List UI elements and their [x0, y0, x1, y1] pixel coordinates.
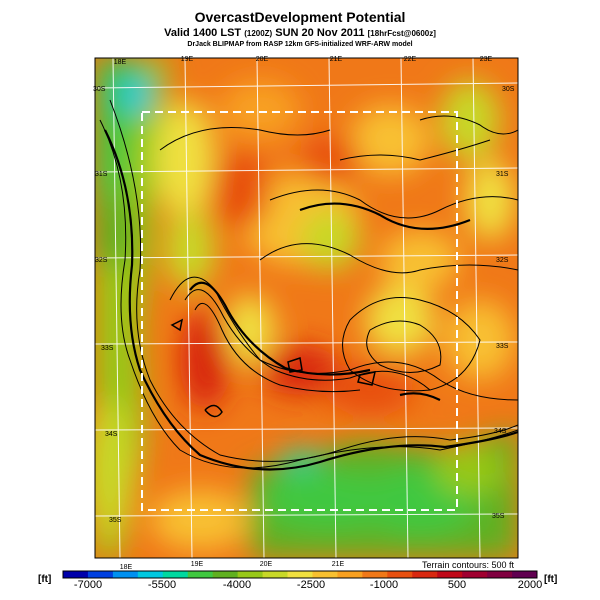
colorbar-swatch	[462, 571, 488, 578]
colorbar-swatch	[362, 571, 388, 578]
colorbar-swatch	[112, 571, 139, 578]
top-lon-label: 21E	[330, 56, 343, 63]
valid-time-line: Valid 1400 LST (1200Z) SUN 20 Nov 2011 […	[0, 27, 600, 39]
right-lat-label: 30S	[502, 86, 515, 93]
colorbar-unit-right: [ft]	[544, 574, 558, 585]
colorbar-label: 500	[447, 579, 467, 591]
bottom-lon-label: 20E	[260, 561, 273, 568]
valid-utc: (1200Z)	[244, 29, 273, 38]
bottom-lon-label: 19E	[191, 561, 204, 568]
colorbar-swatch	[412, 571, 438, 578]
right-lat-label: 32S	[496, 257, 509, 264]
top-lon-label: 20E	[256, 56, 269, 63]
top-lon-label: 22E	[404, 56, 417, 63]
colorbar-label: -5500	[147, 579, 177, 591]
colorbar-swatch	[337, 571, 363, 578]
colorbar-swatch	[87, 571, 114, 578]
colorbar-swatch	[63, 571, 89, 578]
colorbar-label: -7000	[73, 579, 103, 591]
colorbar-swatch	[262, 571, 289, 578]
top-lon-label: 19E	[181, 56, 194, 63]
top-lon-label: 18E	[114, 59, 127, 66]
left-lat-label: 35S	[109, 517, 122, 524]
bottom-lon-label: 21E	[332, 561, 345, 568]
left-lat-label: 32S	[95, 257, 108, 264]
colorbar	[62, 570, 538, 579]
terrain-contour-note: Terrain contours: 500 ft	[421, 560, 514, 570]
colorbar-label: 2000	[517, 579, 543, 591]
colorbar-swatch	[162, 571, 189, 578]
colorbar-frame	[62, 570, 538, 579]
bottom-lon-label: 18E	[120, 564, 133, 571]
left-lat-label: 33S	[101, 345, 114, 352]
right-lat-label: 35S	[492, 513, 505, 520]
colorbar-label: -1000	[369, 579, 399, 591]
colorbar-swatch	[512, 571, 538, 578]
chart-title: OvercastDevelopment Potential	[194, 9, 406, 25]
colorbar-label: -2500	[296, 579, 326, 591]
right-lat-label: 33S	[496, 343, 509, 350]
colorbar-swatch	[212, 571, 239, 578]
model-credit: DrJack BLIPMAP from RASP 12km GFS-initia…	[187, 41, 413, 48]
valid-date: SUN 20 Nov 2011	[275, 27, 365, 39]
left-lat-label: 30S	[93, 86, 106, 93]
left-lat-label: 34S	[105, 431, 118, 438]
right-lat-label: 34S	[494, 428, 507, 435]
field-shading	[95, 58, 518, 558]
colorbar-swatch	[237, 571, 264, 578]
valid-prefix: Valid 1400 LST	[164, 27, 242, 39]
colorbar-swatch	[187, 571, 214, 578]
colorbar-swatch	[312, 571, 338, 578]
colorbar-swatch	[437, 571, 463, 578]
colorbar-swatch	[387, 571, 413, 578]
colorbar-swatch	[287, 571, 313, 578]
colorbar-unit-left: [ft]	[38, 574, 52, 585]
top-lon-label: 23E	[480, 56, 493, 63]
colorbar-swatch	[487, 571, 513, 578]
left-lat-label: 31S	[95, 171, 108, 178]
forecast-tag: [18hrFcst@0600z]	[367, 29, 436, 38]
colorbar-label: -4000	[222, 579, 252, 591]
colorbar-swatch	[137, 571, 164, 578]
right-lat-label: 31S	[496, 171, 509, 178]
